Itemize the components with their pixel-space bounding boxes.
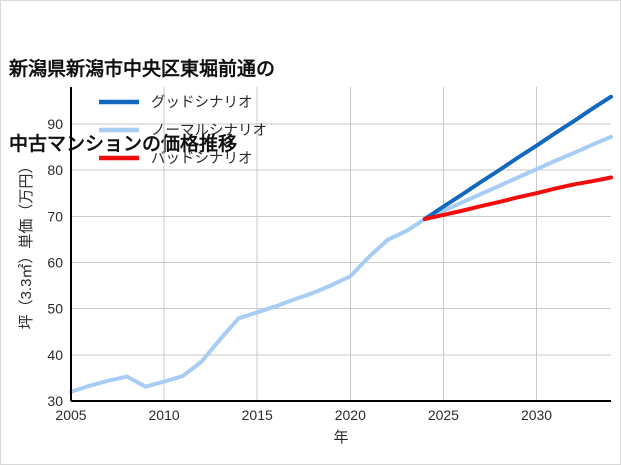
chart-title: 新潟県新潟市中央区東堀前通の 中古マンションの価格推移 (9, 7, 609, 208)
legend-label-normal: ノーマルシナリオ (151, 123, 267, 139)
y-tick-label: 80 (47, 162, 63, 178)
series-line-good (422, 94, 613, 222)
x-tick-label: 2015 (242, 407, 273, 423)
y-tick-label: 70 (47, 208, 63, 224)
series-line-normal (69, 134, 613, 394)
x-tick-label: 2020 (335, 407, 366, 423)
legend-label-bad: バッドシナリオ (151, 151, 253, 167)
y-tick-label: 50 (47, 301, 63, 317)
y-tick-labels: 30 40 50 60 70 80 90 (47, 116, 63, 409)
chart-title-line-2: 中古マンションの価格推移 (9, 134, 238, 156)
series-line-bad (422, 175, 613, 222)
legend-label-good: グッドシナリオ (151, 94, 253, 111)
x-gridlines (70, 87, 538, 401)
chart-title-line-1: 新潟県新潟市中央区東堀前通の (9, 59, 276, 81)
x-tick-label: 2025 (428, 407, 459, 423)
y-tick-label: 30 (47, 393, 63, 409)
x-tick-label: 2005 (55, 407, 86, 423)
y-tick-label: 60 (47, 254, 63, 270)
x-tick-label: 2010 (149, 407, 180, 423)
y-axis-title: 坪（3.3㎡）単価（万円） (18, 159, 35, 330)
data-series-layer (69, 94, 613, 394)
y-tick-label: 90 (47, 116, 63, 132)
x-tick-label: 2030 (521, 407, 552, 423)
axis-lines (70, 87, 611, 402)
x-tick-labels: 2005 2010 2015 2020 2025 2030 (55, 407, 552, 423)
y-tick-label: 40 (47, 347, 63, 363)
x-axis-title: 年 (333, 429, 348, 446)
